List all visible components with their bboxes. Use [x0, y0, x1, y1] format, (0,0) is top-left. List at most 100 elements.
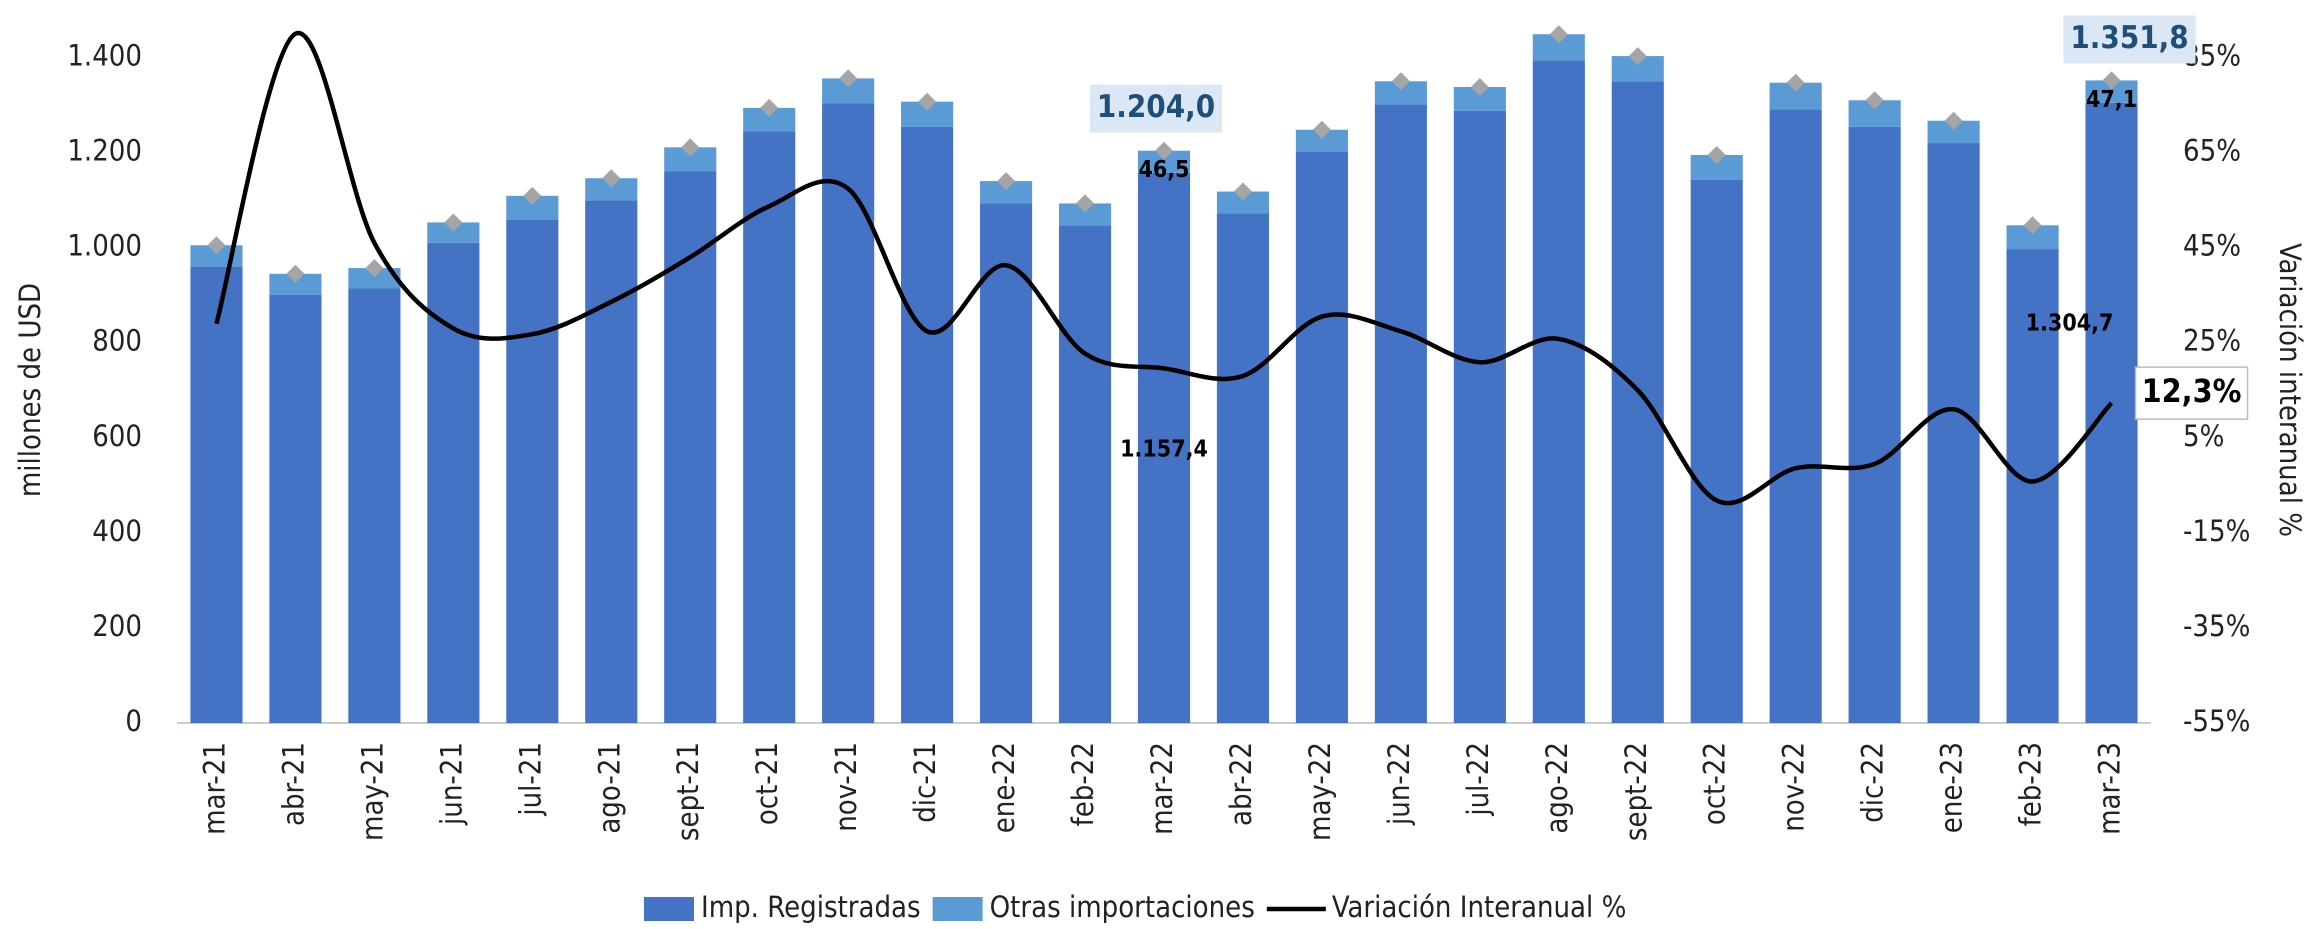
bar-segment [1927, 120, 1980, 144]
x-tick-label: mar-23 [2093, 742, 2127, 835]
bar-segment [664, 171, 717, 723]
y2-tick-label: -55% [2183, 704, 2250, 738]
bar-segment [348, 268, 401, 289]
total-marker [1944, 111, 1963, 130]
bar-segment [1848, 126, 1901, 723]
total-marker [602, 169, 621, 188]
x-tick-label: feb-22 [1066, 742, 1100, 826]
bar-segment [901, 126, 954, 723]
x-tick-label: nov-21 [829, 742, 863, 832]
x-tick-label: jun-22 [1382, 742, 1416, 826]
y-tick-label: 0 [125, 704, 142, 738]
x-tick-label: abr-22 [1224, 742, 1258, 826]
y2-axis-label: Variación interanual % [2273, 243, 2307, 537]
bar-segment [348, 288, 401, 723]
x-tick-label: nov-22 [1777, 742, 1811, 832]
bar-segment [1532, 60, 1585, 723]
x-tick-label: ago-21 [592, 742, 626, 834]
bar-segment [585, 200, 638, 723]
value-label: 46,5 [1138, 157, 1189, 183]
bar-segment [1058, 203, 1112, 226]
x-tick-label: oct-22 [1698, 742, 1732, 825]
bar-segment [1927, 143, 1980, 724]
x-tick-label: abr-21 [276, 742, 310, 826]
legend-label: Variación Interanual % [1332, 890, 1627, 924]
bar-segment [506, 219, 559, 723]
total-marker [365, 259, 384, 278]
bar-segment [1453, 110, 1506, 724]
legend-swatch [644, 897, 694, 921]
bar-segment [1216, 213, 1270, 723]
x-tick-label: ago-22 [1540, 742, 1574, 834]
y-tick-label: 200 [92, 609, 142, 643]
bar-segment [1374, 81, 1427, 105]
x-tick-label: may-22 [1303, 742, 1337, 841]
x-tick-label: ene-23 [1935, 742, 1969, 833]
x-tick-label: dic-22 [1856, 742, 1890, 823]
bar-segment [1295, 129, 1348, 152]
total-marker [207, 236, 226, 255]
bar-segment [1295, 151, 1348, 723]
total-marker [2102, 71, 2121, 90]
x-tick-label: may-21 [355, 742, 389, 841]
bar-segment [1137, 172, 1191, 723]
bar-segment [1769, 109, 1822, 724]
bar-segment [743, 131, 796, 723]
y-tick-label: 1.000 [67, 229, 142, 263]
y2-tick-label: 45% [2183, 229, 2241, 263]
bar-segment [743, 107, 796, 132]
x-tick-label: jun-21 [434, 742, 468, 826]
x-tick-label: ene-22 [987, 742, 1021, 833]
bar-segment [1058, 225, 1112, 723]
total-marker [1076, 194, 1095, 213]
bar-segment [427, 222, 480, 243]
y2-tick-label: -35% [2183, 609, 2250, 643]
bar-segment [1453, 86, 1506, 111]
x-tick-label: oct-21 [750, 742, 784, 825]
x-tick-label: mar-22 [1145, 742, 1179, 835]
total-marker [286, 264, 305, 283]
legend-label: Otras importaciones [990, 890, 1255, 924]
annotation: 1.204,0 [1097, 89, 1215, 125]
value-label: 47,1 [2086, 87, 2137, 113]
total-marker [1707, 145, 1726, 164]
annotation-box [1090, 84, 1222, 133]
x-tick-label: sept-22 [1619, 742, 1653, 841]
total-marker [523, 186, 542, 205]
y2-tick-label: -15% [2183, 514, 2250, 548]
bar-segment [664, 147, 717, 172]
y-tick-label: 1.200 [67, 134, 142, 168]
value-label: 12,3% [2142, 372, 2242, 410]
y-tick-label: 800 [92, 324, 142, 358]
bar-segment [269, 273, 322, 295]
x-tick-label: jul-22 [1461, 742, 1495, 817]
x-tick-label: jul-21 [513, 742, 547, 817]
value-label: 1.304,7 [2026, 311, 2114, 337]
bar-segment [980, 203, 1033, 724]
bar-segment [2006, 225, 2059, 250]
bar-segment [822, 103, 875, 724]
y-tick-label: 600 [92, 419, 142, 453]
y2-tick-label: 5% [2183, 419, 2224, 453]
value-label: 1.157,4 [1120, 437, 1208, 463]
bar-segment [2085, 102, 2138, 724]
y-axis-label: millones de USD [13, 283, 47, 497]
total-marker [1865, 91, 1884, 110]
total-marker [760, 98, 779, 117]
y-tick-label: 1.400 [67, 39, 142, 73]
total-marker [839, 69, 858, 88]
total-marker [997, 172, 1016, 191]
bar-segment [427, 242, 480, 723]
total-marker [1391, 72, 1410, 91]
total-marker [1628, 47, 1647, 66]
line [214, 30, 2114, 506]
legend-swatch [932, 897, 983, 921]
total-marker [1312, 120, 1331, 139]
annotation-box [2063, 15, 2196, 64]
total-marker [1470, 77, 1489, 96]
x-tick-label: mar-21 [197, 742, 231, 835]
total-marker [1786, 73, 1805, 92]
total-marker [1155, 141, 1173, 160]
y2-tick-label: 65% [2183, 134, 2241, 168]
bar-segment [2006, 249, 2059, 724]
